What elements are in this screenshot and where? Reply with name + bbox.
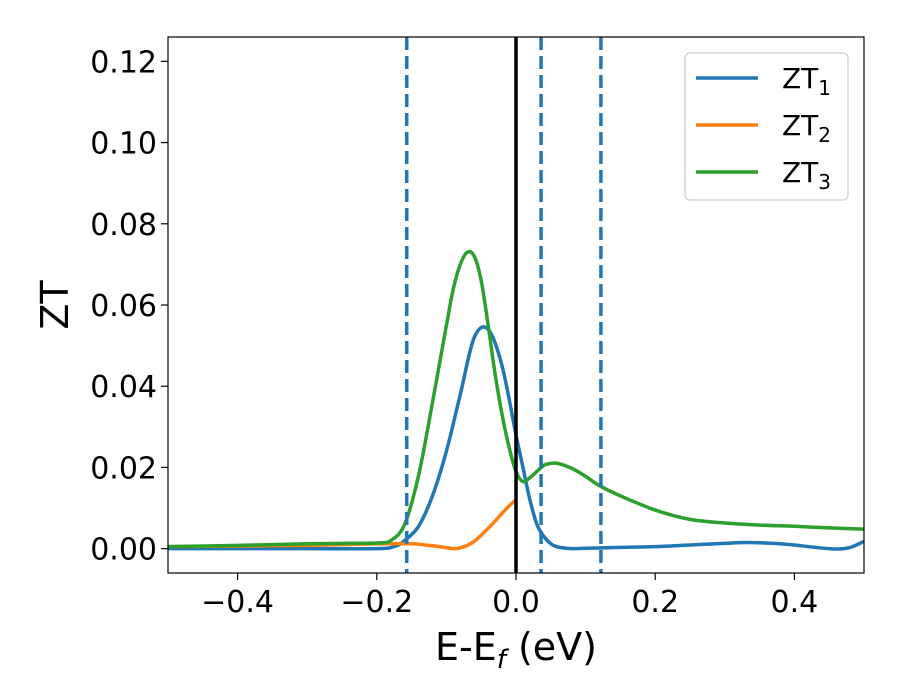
x-tick-label: 0.2	[631, 585, 679, 620]
x-axis-label: E-Ef (eV)	[435, 625, 597, 675]
legend-label-zt1: ZT1	[782, 62, 831, 100]
series-line-zt2	[168, 498, 518, 551]
legend-box	[684, 52, 849, 201]
y-tick-label: 0.00	[90, 533, 157, 568]
y-tick-label: 0.10	[90, 127, 157, 162]
plot-area	[168, 37, 864, 573]
x-tick-label: 0.0	[492, 585, 540, 620]
x-tick-label: 0.4	[771, 585, 819, 620]
y-tick-label: 0.06	[90, 289, 157, 324]
y-tick-label: 0.02	[90, 451, 157, 486]
legend: ZT1 ZT2 ZT3	[684, 52, 849, 201]
plot-content	[168, 37, 864, 573]
x-tick-label: −0.2	[340, 585, 413, 620]
series-line-zt1	[168, 325, 864, 551]
y-axis-label: ZT	[33, 280, 77, 330]
series-line-zt3	[168, 249, 864, 549]
legend-label-zt3: ZT3	[782, 156, 831, 194]
y-tick-label: 0.04	[90, 370, 157, 405]
y-tick-label: 0.12	[90, 45, 157, 80]
y-tick-label: 0.08	[90, 208, 157, 243]
legend-label-zt2: ZT2	[782, 109, 831, 147]
axes: −0.4 −0.2 0.0 0.2 0.4 0.00 0.02 0.04 0.06 0.08 0.1…	[33, 36, 865, 675]
x-tick-label: −0.4	[201, 585, 274, 620]
